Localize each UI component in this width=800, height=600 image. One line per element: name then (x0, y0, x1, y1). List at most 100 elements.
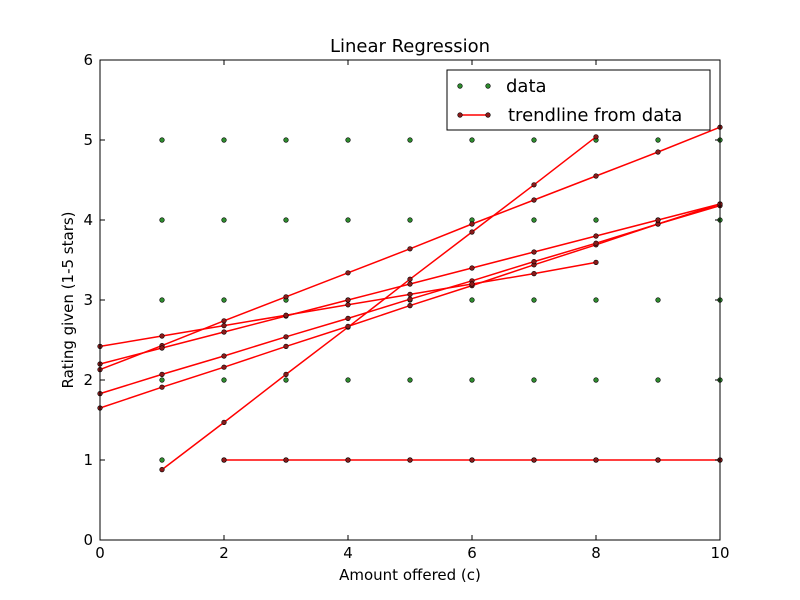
x-axis-label: Amount offered (c) (339, 566, 481, 584)
legend-marker-trendline (485, 112, 491, 118)
data-point (283, 377, 289, 383)
legend: data trendline from data (446, 69, 711, 131)
data-point (469, 137, 475, 143)
trendline-point (655, 457, 661, 463)
trendline-point (469, 229, 475, 235)
trendline-point (531, 271, 537, 277)
y-tick-label: 2 (83, 371, 93, 389)
trendline-point (407, 291, 413, 298)
data-point (407, 137, 413, 143)
trendline-point (593, 240, 599, 246)
y-tick-label: 6 (83, 51, 93, 69)
trendline-point (283, 343, 289, 350)
data-point (531, 297, 537, 303)
data-point (221, 137, 227, 143)
trendline-point (159, 384, 165, 390)
x-tick-label: 6 (467, 544, 477, 562)
trendline-point (407, 303, 413, 309)
legend-label-data: data (506, 76, 547, 97)
trendline-point (159, 371, 165, 378)
trendline-point (345, 457, 351, 463)
trendline-point (469, 457, 475, 463)
trendline-point (221, 318, 227, 324)
data-point (345, 217, 351, 223)
trendline-point (345, 315, 351, 322)
data-point (345, 137, 351, 143)
trendline (161, 136, 597, 471)
legend-entry-trendline: trendline from data (457, 105, 682, 126)
trendline-point (655, 149, 661, 155)
trendline-point (531, 249, 537, 255)
data-point (655, 377, 661, 383)
data-point (407, 377, 413, 383)
trendline-point (283, 334, 289, 340)
trendline-point (407, 246, 413, 252)
legend-label-trendline: trendline from data (508, 105, 682, 126)
data-point (159, 457, 165, 463)
data-point (221, 377, 227, 383)
trendline-point (531, 197, 537, 203)
data-point (159, 297, 165, 303)
data-point (593, 297, 599, 303)
trendline-point (345, 270, 351, 276)
trendline-point (221, 323, 227, 329)
plot-area: 0 2 4 6 8 10 0 1 2 3 4 5 6 (83, 51, 729, 562)
chart-title: Linear Regression (330, 36, 490, 57)
trendline-point (221, 419, 227, 426)
trendline-point (159, 333, 165, 339)
data-point (593, 377, 599, 383)
y-tick-label: 3 (83, 291, 93, 309)
trendline-point (407, 457, 413, 463)
trendline-point (221, 457, 227, 463)
trendline-point (407, 276, 413, 282)
data-point (469, 377, 475, 383)
legend-marker-trendline (457, 112, 463, 118)
y-tick-label: 4 (83, 211, 93, 229)
trendline-point (593, 173, 599, 179)
trendline-point (159, 467, 165, 473)
trendline-point (593, 259, 599, 266)
legend-marker-data (457, 83, 463, 89)
trendline-point (469, 281, 475, 287)
data-point (655, 137, 661, 143)
data-point (407, 217, 413, 223)
legend-marker-data (485, 83, 491, 89)
y-tick-label: 0 (83, 531, 93, 549)
trendline-point (159, 345, 165, 351)
data-point (159, 137, 165, 143)
x-tick-label: 4 (343, 544, 353, 562)
y-axis-label: Rating given (1-5 stars) (59, 211, 77, 388)
trendline-point (593, 134, 599, 140)
data-point (283, 217, 289, 223)
legend-entry-data: data (457, 76, 547, 97)
trendline-point (345, 297, 351, 303)
x-tick-label: 0 (95, 544, 105, 562)
x-tick-label: 10 (710, 544, 729, 562)
trendline-point (283, 312, 289, 318)
trendline-point (407, 296, 413, 302)
x-tick-label: 8 (591, 544, 601, 562)
trendline-point (283, 294, 289, 300)
y-tick-label: 5 (83, 131, 93, 149)
data-point (159, 377, 165, 383)
data-point (221, 297, 227, 303)
trendline-point (593, 457, 599, 463)
trendline-point (655, 217, 661, 223)
trendline-point (531, 182, 537, 188)
trendline-point (283, 371, 289, 378)
data-point (159, 217, 165, 223)
data-point (531, 137, 537, 143)
trendline-point (531, 259, 537, 265)
trendline-point (345, 323, 351, 330)
trendline-point (283, 457, 289, 463)
data-point (283, 137, 289, 143)
trendline-point (221, 364, 227, 370)
data-point (531, 377, 537, 383)
data-point (221, 217, 227, 223)
trendline-point (221, 353, 227, 359)
data-point (469, 297, 475, 303)
x-tick-label: 2 (219, 544, 229, 562)
trendline-point (469, 221, 475, 227)
data-point (655, 297, 661, 303)
